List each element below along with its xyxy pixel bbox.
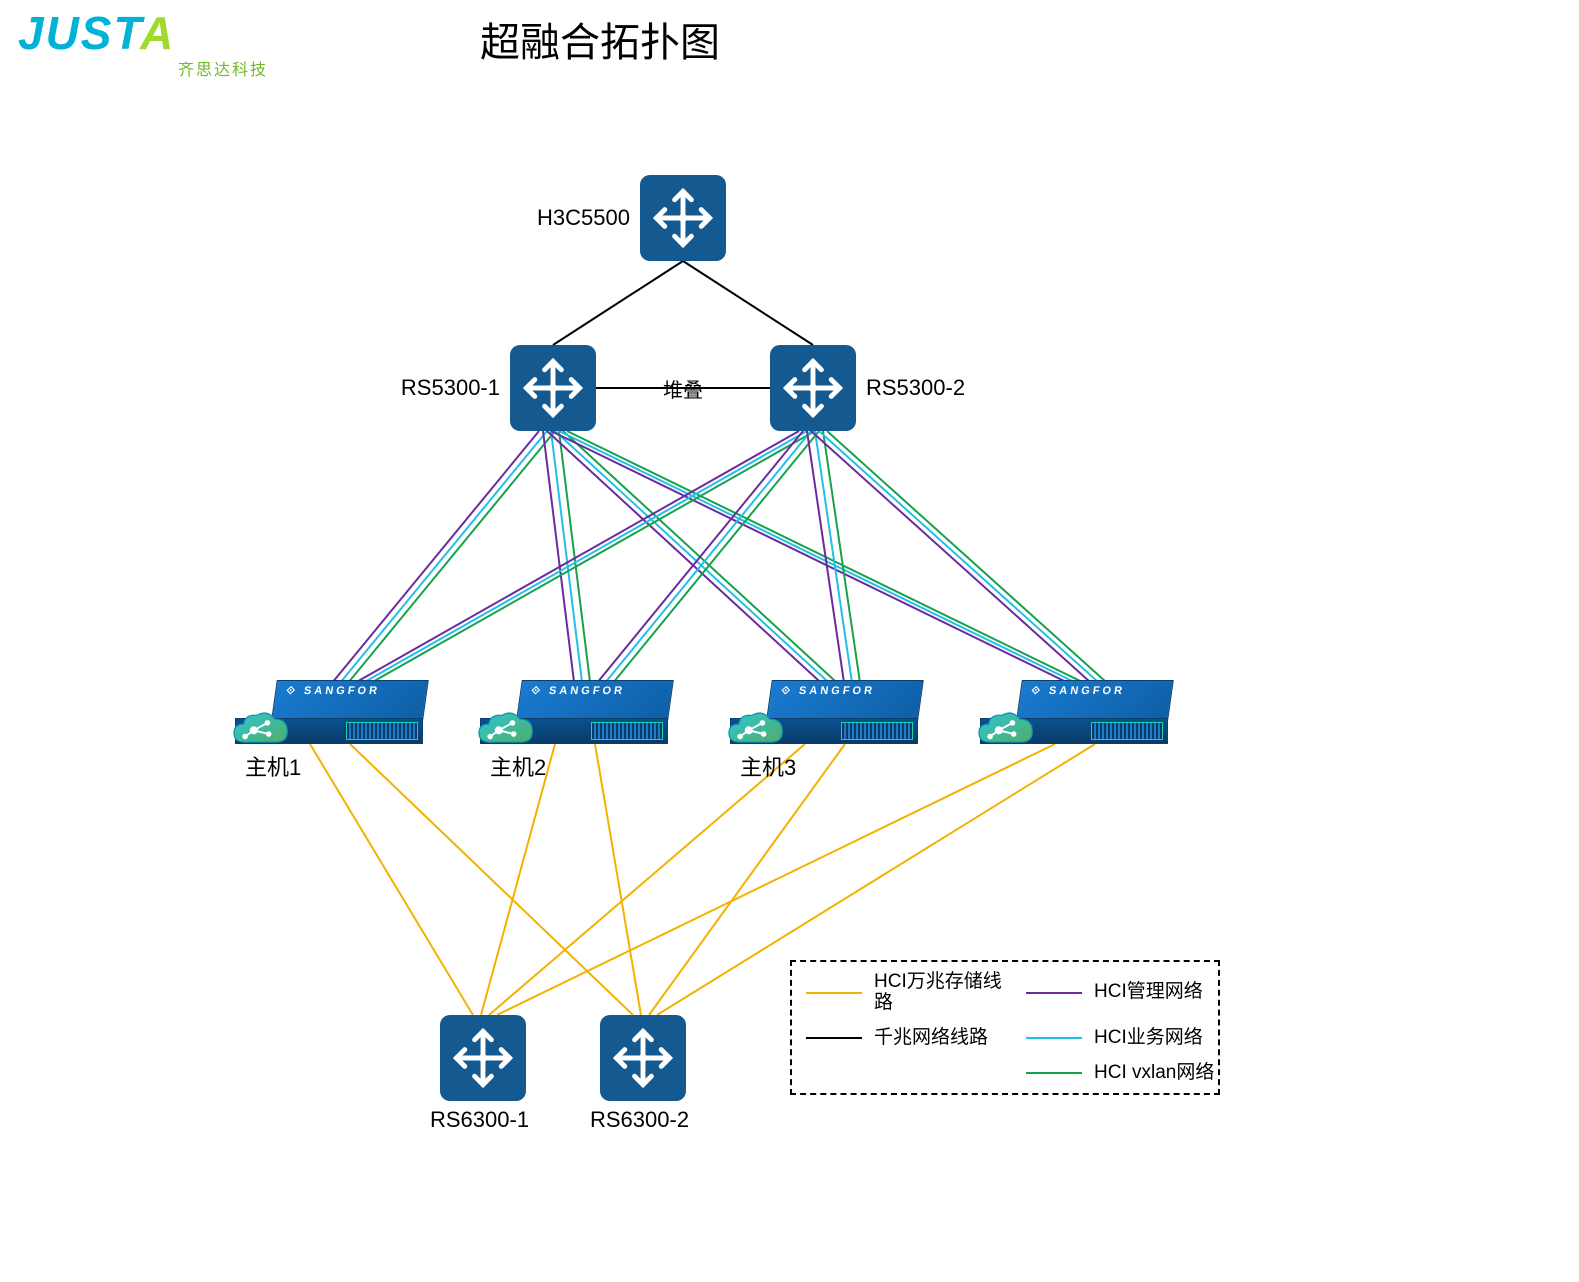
router-stor2 [600,1015,686,1101]
router-agg2 [770,345,856,431]
legend-swatch [806,992,862,994]
server-host1: ⟐ SANGFOR [235,680,425,744]
legend-swatch [1026,1072,1082,1074]
legend-swatch [1026,1037,1082,1039]
server-host2: ⟐ SANGFOR [480,680,670,744]
logo-accent: A [140,7,175,59]
router-stor1 [440,1015,526,1101]
label-stor2: RS6300-2 [590,1107,689,1133]
label-host3: 主机3 [740,750,796,782]
legend-swatch [1026,992,1082,994]
label-host1: 主机1 [245,750,301,782]
logo-main: JUST [18,7,140,59]
router-core [640,175,726,261]
server-host3: ⟐ SANGFOR [730,680,920,744]
legend: HCI万兆存储线路HCI管理网络千兆网络线路HCI业务网络HCI vxlan网络 [790,960,1220,1095]
topology-canvas: JUSTA 齐思达科技 超融合拓扑图 堆叠 HCI万兆存储线路HCI管理网络千兆… [0,0,1579,1282]
label-stor1: RS6300-1 [430,1107,529,1133]
legend-swatch [806,1037,862,1039]
legend-label: HCI管理网络 [1094,982,1234,1003]
legend-label: HCI vxlan网络 [1094,1063,1234,1084]
logo: JUSTA 齐思达科技 [18,6,278,76]
legend-label: 千兆网络线路 [874,1028,1014,1049]
legend-label: HCI万兆存储线路 [874,972,1014,1014]
legend-label: HCI业务网络 [1094,1028,1234,1049]
router-agg1 [510,345,596,431]
label-agg1: RS5300-1 [390,375,500,401]
stack-label: 堆叠 [663,374,703,403]
server-host4: ⟐ SANGFOR [980,680,1170,744]
label-host2: 主机2 [490,750,546,782]
label-agg2: RS5300-2 [866,375,965,401]
page-title: 超融合拓扑图 [480,10,720,68]
label-core: H3C5500 [520,205,630,231]
